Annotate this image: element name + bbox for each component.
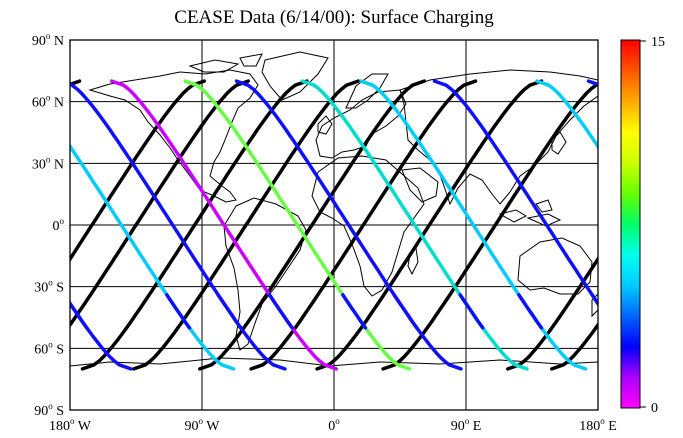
longitude-tick-labels: 180o W 90o W 0o 90o E 180o E [49, 416, 617, 434]
longitude-label: 90o E [451, 416, 482, 434]
latitude-label: 60o N [32, 93, 64, 111]
latitude-tick-labels: 90o N 60o N 30o N 0o 30o S 60o S 90o S [32, 31, 65, 419]
satellite-tracks [0, 79, 683, 371]
latitude-label: 30o S [34, 278, 64, 296]
asia-outline [399, 69, 598, 206]
map-title: CEASE Data (6/14/00): Surface Charging [174, 7, 494, 28]
latitude-label: 90o S [34, 401, 64, 419]
descending-track [535, 79, 598, 150]
north-america-outline [88, 69, 259, 203]
ascending-track [0, 81, 14, 369]
track-segment [70, 300, 89, 330]
ascending-track [70, 79, 82, 87]
japan-outline [551, 131, 567, 155]
track-segment [165, 293, 192, 330]
latitude-label: 90o N [32, 31, 64, 49]
ascending-track [80, 79, 309, 371]
graticule [70, 40, 598, 410]
ascending-track [662, 81, 683, 369]
arctic-islands-outline [188, 53, 263, 73]
descending-track [0, 81, 58, 369]
map-frame [69, 39, 599, 411]
longitude-label: 90o W [185, 416, 221, 434]
track-segment [590, 293, 598, 307]
ascending-track [70, 79, 206, 263]
track-segment [458, 293, 485, 330]
descending-track [640, 81, 683, 369]
colorbar-min-label: 0 [651, 401, 658, 416]
ascending-track [70, 79, 250, 328]
ascending-track [381, 82, 598, 371]
track-segment [267, 293, 294, 330]
latitude-label: 30o N [32, 154, 64, 172]
africa-outline [311, 155, 425, 297]
colorbar-max-label: 15 [651, 35, 665, 50]
ascending-track [249, 79, 478, 371]
longitude-label: 180o W [49, 416, 92, 434]
latitude-label: 60o S [34, 339, 64, 357]
track-segment [0, 295, 13, 328]
colorbar [620, 39, 641, 409]
track-segment [392, 293, 419, 330]
track-segment [216, 293, 243, 330]
scandinavia-outline [345, 73, 389, 109]
longitude-label: 180o E [579, 416, 617, 434]
new-zealand-outline [591, 293, 598, 318]
british-isles-outline [317, 115, 333, 135]
arabia-outline [401, 167, 439, 203]
latitude-label: 0o [53, 216, 65, 234]
track-segment [517, 293, 544, 330]
australia-outline [517, 237, 593, 295]
ascending-track [506, 255, 598, 371]
ascending-track [198, 79, 426, 371]
descending-track [432, 79, 598, 307]
greenland-outline [261, 51, 329, 101]
south-america-outline [223, 197, 307, 351]
track-segment [341, 293, 368, 330]
longitude-label: 0o [328, 416, 340, 434]
ascending-track [315, 79, 544, 371]
